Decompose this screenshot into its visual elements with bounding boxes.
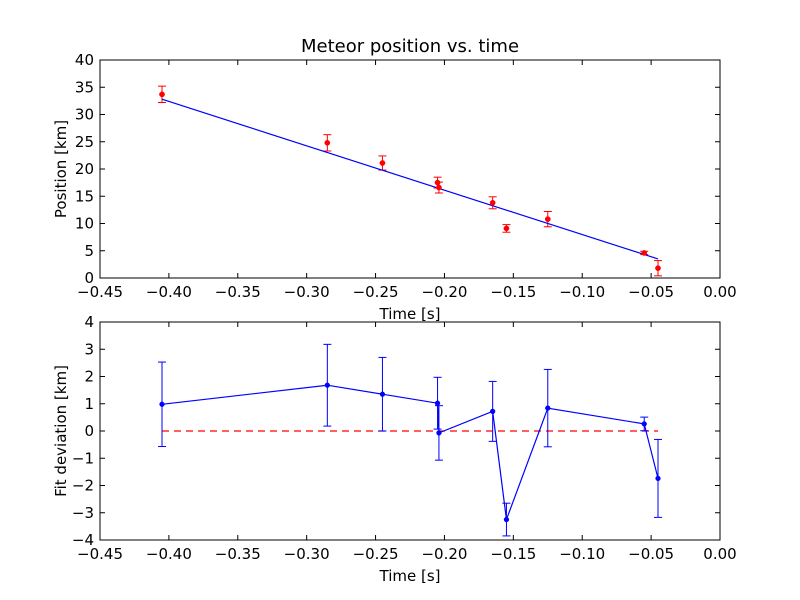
- deviation-point: [324, 382, 330, 388]
- deviation-point: [641, 421, 647, 427]
- position-point: [379, 160, 386, 166]
- position-x-tick-label: 0.00: [703, 283, 736, 301]
- position-point: [159, 91, 165, 98]
- position-y-tick-label: 20: [75, 160, 94, 178]
- deviation-line: [161, 384, 659, 520]
- position-y-tick-label: 5: [84, 242, 94, 260]
- deviation-y-tick-label: 0: [84, 422, 94, 440]
- position-point: [324, 139, 331, 146]
- position-y-tick-label: 10: [75, 215, 94, 233]
- position-x-tick-label: −0.45: [77, 283, 123, 301]
- deviation-point: [436, 430, 442, 436]
- deviation-x-tick-label: −0.15: [490, 545, 536, 563]
- position-x-tick-label: −0.05: [628, 283, 674, 301]
- deviation-x-tick-label: −0.45: [77, 545, 123, 563]
- position-x-tick-label: −0.15: [490, 283, 536, 301]
- deviation-y-tick-label: −2: [72, 477, 94, 495]
- position-x-tick-label: −0.40: [146, 283, 192, 301]
- position-ticks: −0.45 −0.40 −0.35 −0.30 −0.25 −0.20 −0.15 −0.10…: [75, 51, 737, 301]
- position-marks: [158, 85, 662, 277]
- position-y-tick-label: 35: [75, 78, 94, 96]
- deviation-y-tick-label: 2: [84, 368, 94, 386]
- deviation-point: [503, 516, 510, 523]
- position-x-tick-label: −0.25: [353, 283, 399, 301]
- deviation-point: [655, 475, 661, 482]
- position-point: [641, 250, 648, 256]
- deviation-y-axis-label: Fit deviation [km]: [52, 365, 70, 497]
- deviation-x-tick-label: −0.20: [421, 545, 467, 563]
- fit-line: [161, 98, 659, 260]
- position-y-axis-label: Position [km]: [52, 120, 70, 218]
- position-y-tick-label: 15: [75, 187, 94, 205]
- deviation-x-tick-label: 0.00: [703, 545, 736, 563]
- deviation-point: [159, 401, 165, 407]
- position-point: [544, 216, 551, 222]
- deviation-point: [379, 391, 386, 397]
- deviation-point: [490, 408, 496, 415]
- deviation-y-tick-label: 1: [84, 395, 94, 413]
- position-subplot: Meteor position vs. time −0.45 −0.40 −0.35…: [52, 36, 737, 323]
- deviation-x-tick-label: −0.35: [215, 545, 261, 563]
- position-x-tick-label: −0.10: [559, 283, 605, 301]
- position-x-tick-label: −0.20: [421, 283, 467, 301]
- deviation-y-tick-label: −1: [72, 449, 94, 467]
- position-x-axis-label: Time [s]: [379, 305, 441, 323]
- position-x-tick-label: −0.30: [284, 283, 330, 301]
- position-y-tick-label: 40: [75, 51, 94, 69]
- deviation-y-tick-label: −3: [72, 504, 94, 522]
- deviation-point: [545, 405, 551, 411]
- deviation-x-axis-label: Time [s]: [379, 567, 441, 585]
- deviation-x-tick-label: −0.05: [628, 545, 674, 563]
- position-point: [436, 184, 442, 191]
- deviation-y-tick-label: 3: [84, 340, 94, 358]
- position-y-tick-label: 25: [75, 133, 94, 151]
- chart-title: Meteor position vs. time: [301, 36, 519, 57]
- position-point: [655, 265, 661, 272]
- deviation-ticks: −0.45 −0.40 −0.35 −0.30 −0.25 −0.20 −0.15 −0.10…: [72, 313, 737, 563]
- position-point: [434, 179, 441, 186]
- position-point: [489, 199, 496, 206]
- deviation-marks: [158, 343, 662, 537]
- deviation-x-tick-label: −0.30: [284, 545, 330, 563]
- position-x-tick-label: −0.35: [215, 283, 261, 301]
- deviation-y-tick-label: 4: [84, 313, 94, 331]
- deviation-x-tick-label: −0.40: [146, 545, 192, 563]
- deviation-point: [434, 400, 441, 406]
- deviation-subplot: −0.45 −0.40 −0.35 −0.30 −0.25 −0.20 −0.15 −0.10…: [52, 313, 737, 585]
- deviation-y-tick-label: −4: [72, 531, 94, 549]
- deviation-x-tick-label: −0.25: [353, 545, 399, 563]
- position-y-tick-label: 30: [75, 106, 94, 124]
- position-point: [503, 225, 510, 232]
- deviation-x-tick-label: −0.10: [559, 545, 605, 563]
- position-y-tick-label: 0: [84, 269, 94, 287]
